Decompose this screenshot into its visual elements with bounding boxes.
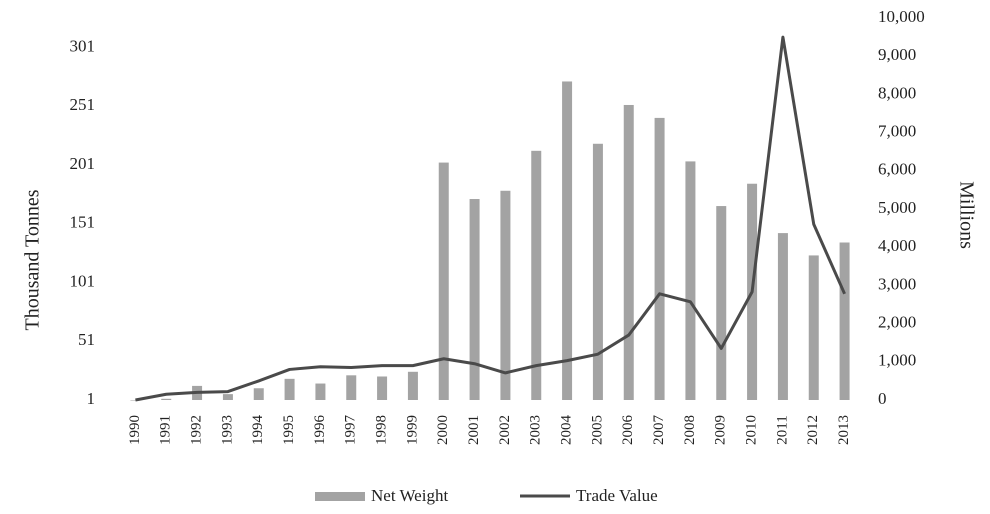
y2-tick-label: 1,000 bbox=[878, 351, 916, 370]
x-tick-label: 1997 bbox=[343, 415, 359, 446]
bar bbox=[716, 206, 727, 400]
y2-tick-label: 5,000 bbox=[878, 198, 916, 217]
legend-label: Net Weight bbox=[371, 486, 448, 505]
bar bbox=[377, 376, 388, 400]
bar bbox=[839, 242, 850, 400]
bar bbox=[808, 255, 819, 400]
bar bbox=[685, 161, 696, 400]
y2-tick-label: 6,000 bbox=[878, 160, 916, 179]
bar bbox=[562, 81, 573, 401]
y-tick-label: 301 bbox=[70, 36, 96, 55]
x-tick-label: 2009 bbox=[713, 415, 729, 445]
x-tick-label: 2005 bbox=[589, 415, 605, 445]
bar bbox=[222, 394, 233, 400]
bar bbox=[592, 143, 603, 400]
line bbox=[135, 35, 846, 402]
x-tick-label: 1998 bbox=[374, 415, 390, 445]
legend-swatch bbox=[315, 492, 365, 501]
bar bbox=[654, 117, 665, 401]
bar bbox=[315, 383, 326, 400]
x-tick-label: 2001 bbox=[466, 415, 482, 445]
bar bbox=[531, 150, 542, 400]
bar bbox=[407, 371, 418, 400]
y-axis-label: Thousand Tonnes bbox=[22, 189, 44, 330]
y-tick-label: 1 bbox=[87, 389, 96, 408]
x-tick-label: 1996 bbox=[312, 415, 328, 446]
x-tick-label: 2011 bbox=[774, 415, 790, 444]
y2-tick-label: 0 bbox=[878, 389, 887, 408]
x-tick-label: 2008 bbox=[682, 415, 698, 445]
x-tick-label: 2004 bbox=[559, 415, 575, 446]
x-tick-label: 1995 bbox=[281, 415, 297, 445]
y-tick-label: 201 bbox=[70, 154, 96, 173]
x-tick-label: 2000 bbox=[435, 415, 451, 445]
x-tick-label: 2007 bbox=[651, 415, 667, 446]
x-tick-label: 1999 bbox=[404, 415, 420, 445]
bar bbox=[346, 375, 357, 400]
x-tick-label: 1993 bbox=[219, 415, 235, 445]
x-tick-label: 2010 bbox=[744, 415, 760, 445]
y2-tick-label: 9,000 bbox=[878, 45, 916, 64]
y2-tick-label: 3,000 bbox=[878, 274, 916, 293]
bar bbox=[777, 233, 788, 400]
x-tick-label: 2003 bbox=[528, 415, 544, 445]
legend-label: Trade Value bbox=[576, 486, 658, 505]
bar bbox=[284, 378, 295, 400]
x-tick-label: 1991 bbox=[158, 415, 174, 445]
bar bbox=[500, 190, 511, 400]
y2-axis-label: Millions bbox=[955, 181, 977, 249]
y2-tick-label: 10,000 bbox=[878, 7, 925, 26]
y-tick-label: 251 bbox=[70, 95, 96, 114]
bar bbox=[438, 162, 449, 400]
x-tick-label: 2013 bbox=[836, 415, 852, 445]
bar bbox=[469, 199, 480, 400]
x-tick-label: 2002 bbox=[497, 415, 513, 445]
x-tick-label: 2012 bbox=[805, 415, 821, 445]
bar bbox=[253, 388, 264, 400]
x-tick-label: 1994 bbox=[250, 415, 266, 446]
y2-tick-label: 2,000 bbox=[878, 313, 916, 332]
x-tick-label: 1992 bbox=[189, 415, 205, 445]
y-tick-label: 101 bbox=[70, 271, 96, 290]
bar bbox=[130, 400, 141, 401]
y2-tick-label: 8,000 bbox=[878, 83, 916, 102]
x-tick-label: 2006 bbox=[620, 415, 636, 446]
y-tick-label: 151 bbox=[70, 213, 96, 232]
bar bbox=[161, 398, 172, 400]
y2-tick-label: 4,000 bbox=[878, 236, 916, 255]
y-tick-label: 51 bbox=[78, 330, 95, 349]
x-tick-label: 1990 bbox=[127, 415, 143, 445]
bar bbox=[623, 104, 634, 401]
y2-tick-label: 7,000 bbox=[878, 122, 916, 141]
